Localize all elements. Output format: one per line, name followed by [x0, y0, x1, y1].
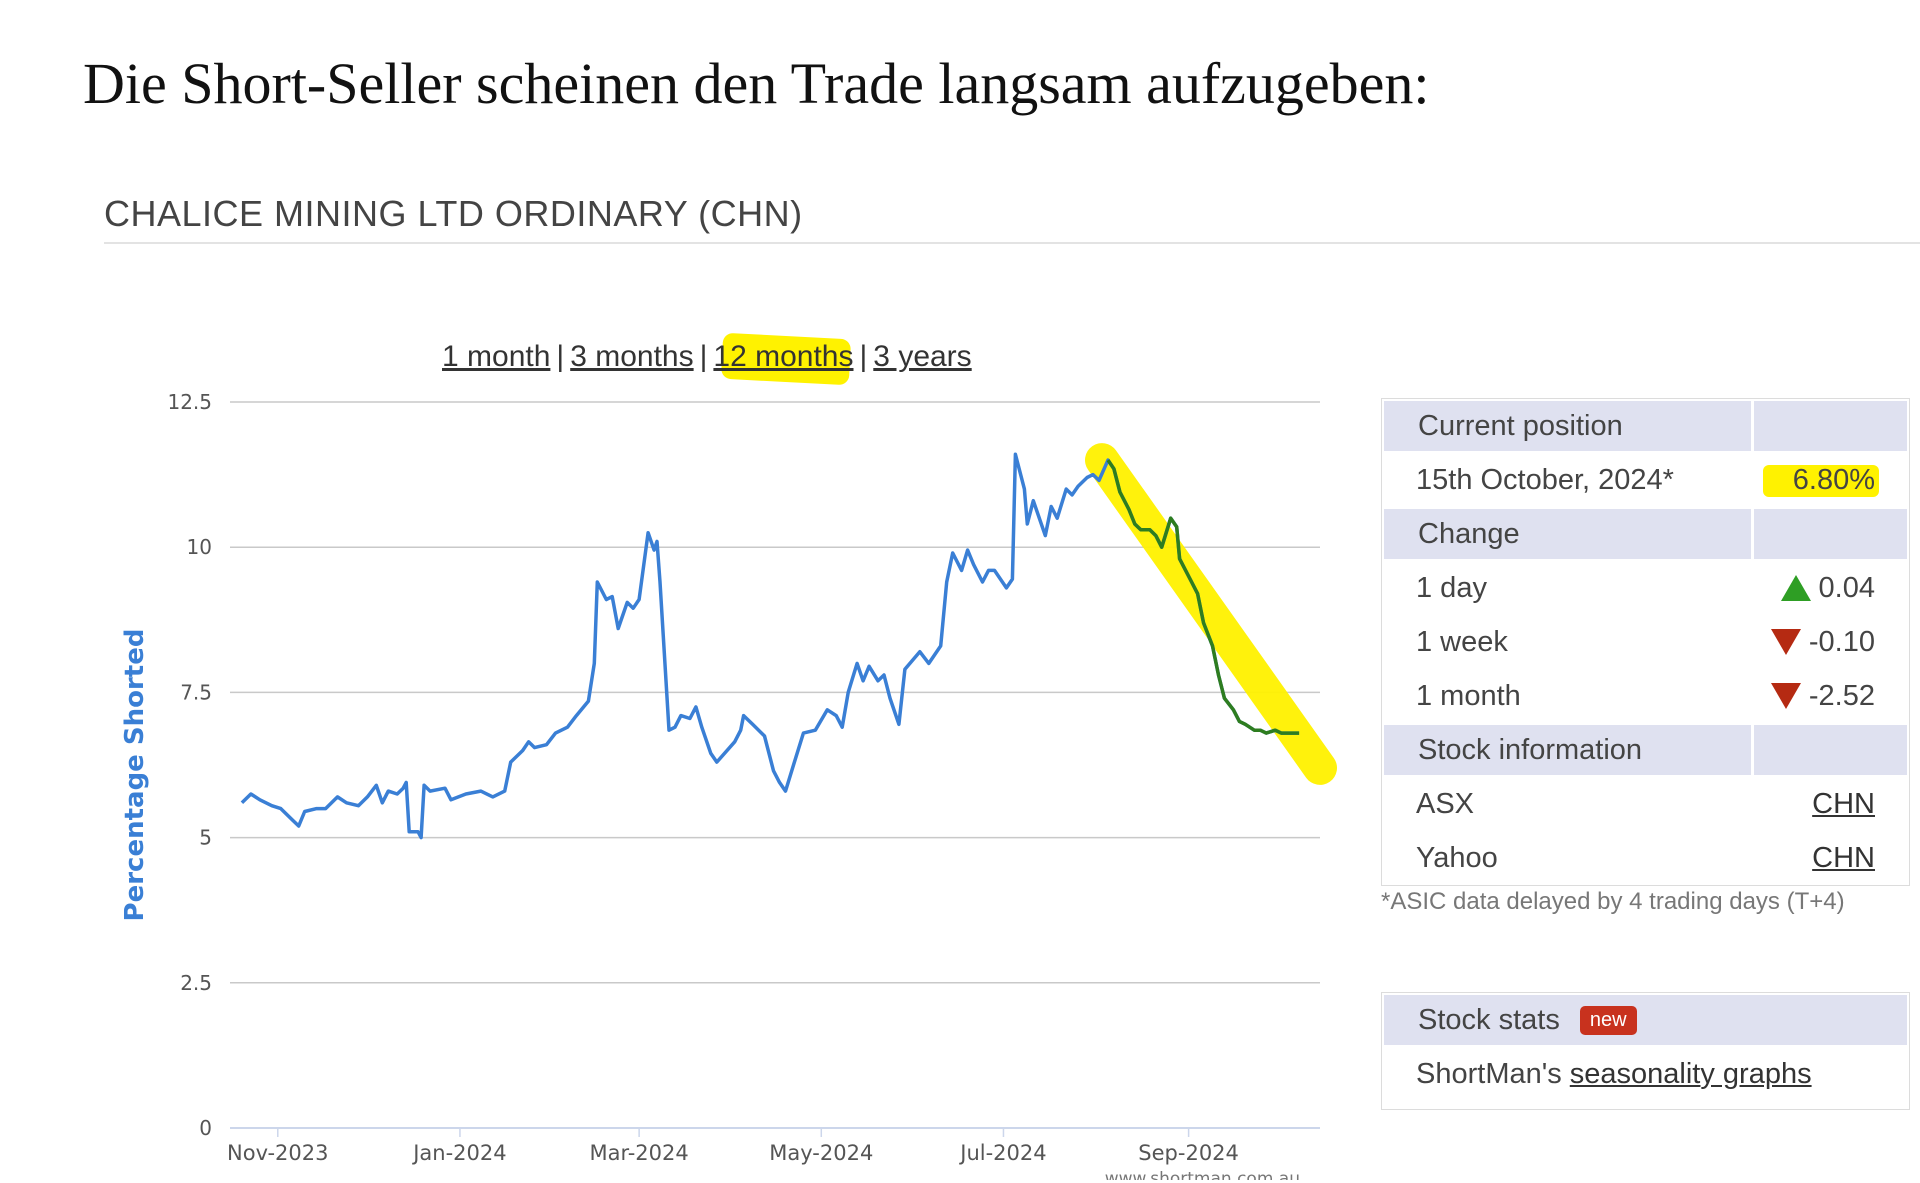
- stock-info-header: Stock information: [1418, 733, 1643, 766]
- y-axis-label: Percentage Shorted: [120, 629, 150, 922]
- change-label: 1 week: [1416, 625, 1508, 658]
- trend-overlay-line: [1106, 459, 1300, 735]
- y-tick-label: 7.5: [180, 680, 212, 704]
- down-arrow-icon: [1770, 629, 1801, 655]
- down-arrow-icon: [1770, 683, 1801, 709]
- change-row-1-week: 1 week -0.10: [1382, 615, 1909, 669]
- up-arrow-icon: [1780, 575, 1811, 601]
- yahoo-row: Yahoo CHN: [1382, 831, 1909, 885]
- chart-credit: www.shortman.com.au: [1105, 1169, 1300, 1180]
- change-row-1-month: 1 month -2.52: [1382, 669, 1909, 723]
- stock-stats-box: Stock stats new ShortMan's seasonality g…: [1381, 992, 1910, 1110]
- y-tick-label: 2.5: [180, 971, 212, 995]
- y-tick-label: 10: [187, 535, 212, 559]
- range-12-months-link[interactable]: 12 months: [713, 340, 854, 373]
- change-value: -0.10: [1808, 625, 1875, 658]
- range-3-months-link[interactable]: 3 months: [570, 340, 694, 373]
- y-tick-label: 12.5: [167, 390, 212, 414]
- stock-title: CHALICE MINING LTD ORDINARY (CHN): [104, 193, 803, 234]
- seasonality-row: ShortMan's seasonality graphs: [1382, 1047, 1909, 1101]
- seasonality-graphs-link[interactable]: seasonality graphs: [1569, 1057, 1812, 1090]
- change-value: -2.52: [1808, 679, 1875, 712]
- asx-chn-link[interactable]: CHN: [1812, 787, 1875, 820]
- range-3-years-link[interactable]: 3 years: [873, 340, 972, 373]
- new-badge: new: [1579, 1005, 1637, 1035]
- current-position-header-row: Current position: [1384, 401, 1907, 451]
- x-tick-label: Sep-2024: [1138, 1141, 1239, 1165]
- short-position-chart: 0 2.5 5 7.5 10 12.5 Nov-2023 Jan-2024 Mar-2024 Ma…: [120, 390, 1337, 1180]
- stock-info-header-row: Stock information: [1384, 725, 1907, 775]
- title-divider: [104, 242, 1920, 244]
- y-tick-label: 0: [199, 1116, 212, 1140]
- change-label: 1 month: [1416, 679, 1521, 712]
- stock-stats-title: Stock stats: [1418, 1003, 1560, 1036]
- x-tick-label: Mar-2024: [589, 1141, 688, 1165]
- asx-row: ASX CHN: [1382, 777, 1909, 831]
- x-tick-label: Nov-2023: [227, 1141, 328, 1165]
- stock-stats-header: Stock stats new: [1384, 995, 1907, 1045]
- current-position-header: Current position: [1418, 409, 1623, 442]
- yahoo-chn-link[interactable]: CHN: [1812, 841, 1875, 874]
- change-header: Change: [1418, 517, 1520, 550]
- current-position-value: 6.80%: [1792, 463, 1875, 496]
- range-1-month-link[interactable]: 1 month: [442, 340, 551, 373]
- highlight-band: [1085, 443, 1337, 785]
- nav-separator: |: [556, 340, 565, 373]
- time-range-nav: 1 month | 3 months | 12 months | 3 years: [442, 340, 972, 374]
- current-position-row: 15th October, 2024* 6.80%: [1382, 453, 1909, 507]
- change-label: 1 day: [1416, 571, 1487, 604]
- position-info-table: Current position 15th October, 2024* 6.8…: [1381, 398, 1910, 886]
- y-tick-label: 5: [199, 826, 212, 850]
- seasonality-prefix: ShortMan's: [1416, 1057, 1562, 1090]
- yahoo-label: Yahoo: [1416, 841, 1498, 874]
- x-tick-label: Jan-2024: [411, 1141, 506, 1165]
- nav-separator: |: [699, 340, 708, 373]
- asx-label: ASX: [1416, 787, 1475, 820]
- change-value: 0.04: [1818, 571, 1875, 604]
- x-tick-label: May-2024: [769, 1141, 873, 1165]
- headline: Die Short-Seller scheinen den Trade lang…: [83, 51, 1430, 116]
- change-row-1-day: 1 day 0.04: [1382, 561, 1909, 615]
- nav-separator: |: [859, 340, 868, 373]
- x-tick-label: Jul-2024: [958, 1141, 1046, 1165]
- change-header-row: Change: [1384, 509, 1907, 559]
- position-date: 15th October, 2024*: [1416, 463, 1674, 496]
- asic-footnote: *ASIC data delayed by 4 trading days (T+…: [1381, 888, 1845, 915]
- highlight-marker-current-value: [1763, 465, 1879, 497]
